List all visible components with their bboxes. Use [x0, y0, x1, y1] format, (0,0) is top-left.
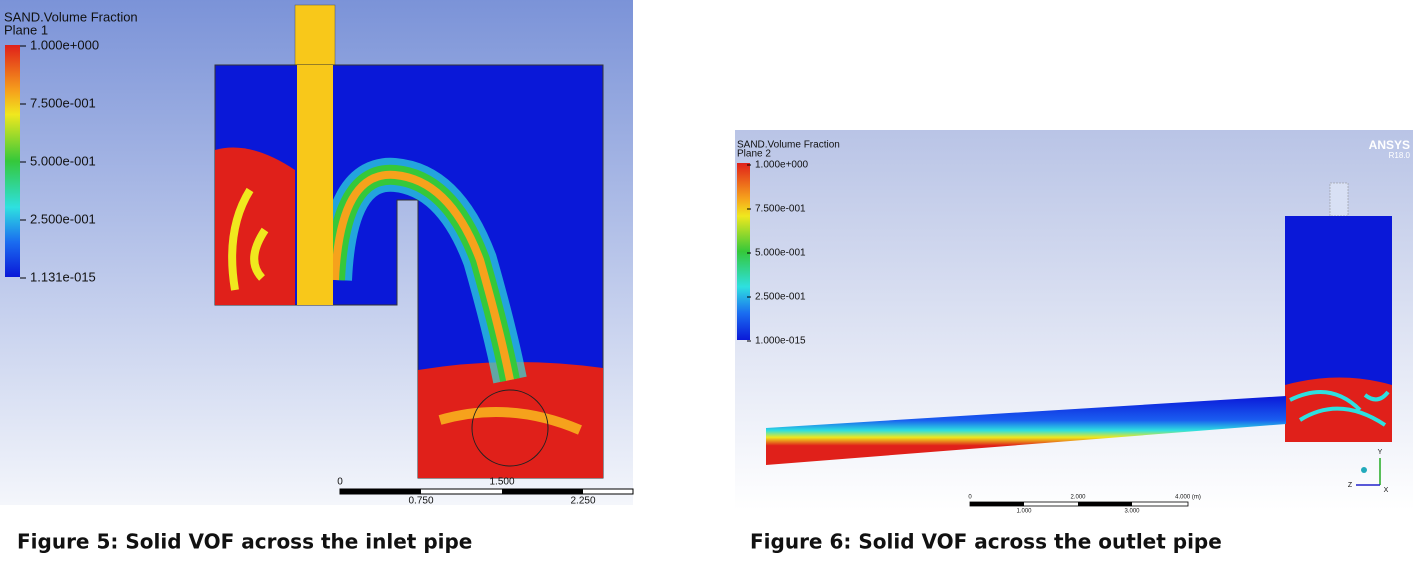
legend-label: 5.000e-001 [30, 153, 96, 168]
legend-label: 1.131e-015 [30, 269, 96, 284]
impeller [471, 389, 549, 467]
scale-label: 0.750 [408, 496, 433, 507]
outlet-pipe [766, 396, 1286, 465]
legend-plane: Plane 2 [737, 149, 771, 160]
scale-bar [502, 489, 583, 494]
inlet-jet [297, 65, 333, 305]
mixing [228, 187, 269, 291]
legend-title: SAND.Volume Fraction [737, 140, 840, 151]
scale-label: 2.250 [570, 496, 595, 507]
scale-label: 1.500 [489, 477, 514, 488]
legend-label: 1.000e+000 [30, 37, 99, 52]
scale-bar [1078, 502, 1132, 506]
legend-label: 1.000e+000 [755, 160, 809, 171]
legend-label: 2.500e-001 [30, 211, 96, 226]
scale-label: 1.000 [1016, 509, 1032, 515]
axis-label: Y [1378, 449, 1383, 456]
legend-label: 7.500e-001 [30, 95, 96, 110]
scale-label: 3.000 [1124, 509, 1140, 515]
legend-label: 5.000e-001 [755, 248, 806, 259]
scale-label: 2.000 [1070, 495, 1086, 501]
scale-bar [970, 502, 1024, 506]
sand-region [418, 361, 603, 478]
inlet-pipe [294, 4, 336, 66]
caption: Figure 6: Solid VOF across the outlet pi… [750, 530, 1222, 554]
legend-plane: Plane 1 [4, 22, 48, 37]
axis-label: Z [1348, 482, 1353, 489]
logo-version: R18.0 [1389, 151, 1411, 160]
plume [331, 170, 514, 381]
scale-label: 0 [968, 495, 972, 501]
caption: Figure 5: Solid VOF across the inlet pip… [17, 530, 472, 554]
logo: ANSYS [1369, 138, 1410, 152]
color-bar [737, 163, 750, 340]
axis-triad [1361, 467, 1367, 473]
mixing [1289, 390, 1390, 427]
scale-label: 4.000 (m) [1175, 495, 1201, 501]
color-bar [5, 45, 20, 277]
axis-label: X [1384, 487, 1389, 494]
outlet-stub [1329, 182, 1349, 217]
mixing [438, 407, 582, 435]
sand-region [215, 147, 295, 305]
legend-label: 2.500e-001 [755, 292, 806, 303]
legend-title: SAND.Volume Fraction [4, 9, 138, 24]
legend-label: 1.000e-015 [755, 336, 806, 347]
scale-bar [340, 489, 421, 494]
legend-label: 7.500e-001 [755, 204, 806, 215]
scale-label: 0 [337, 477, 343, 488]
